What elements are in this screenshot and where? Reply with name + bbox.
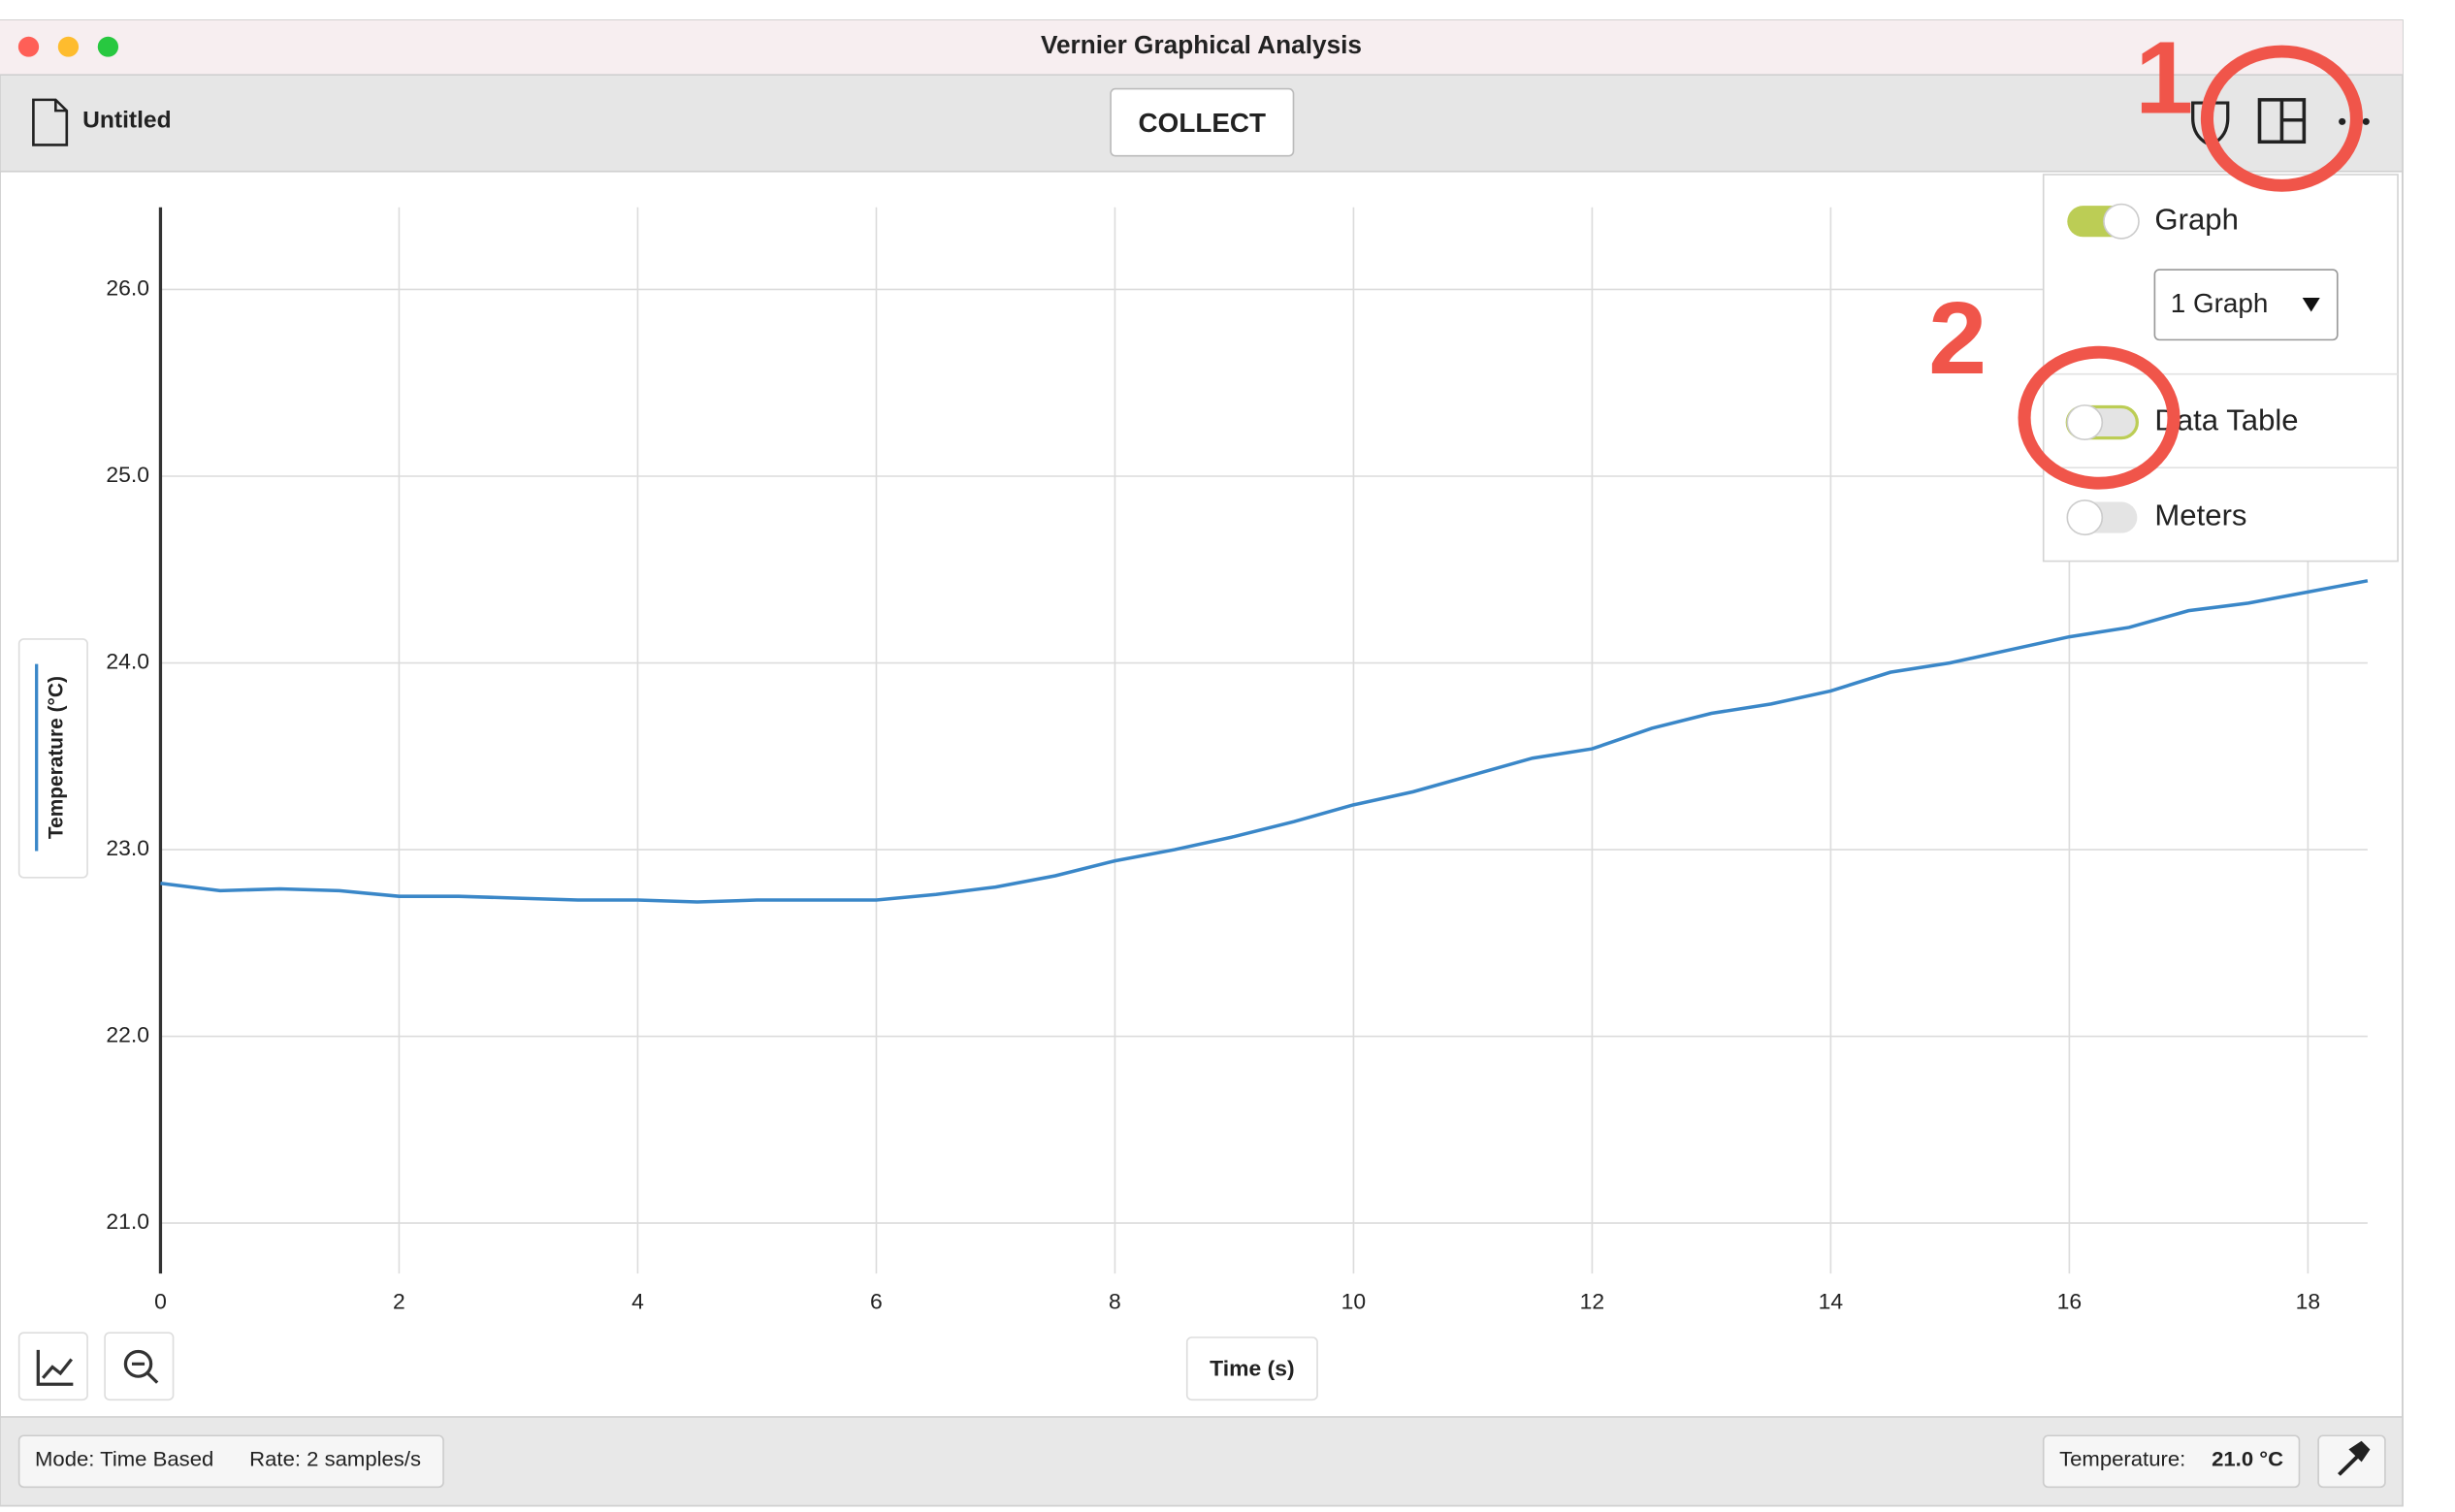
y-tick-label: 21.0: [106, 1208, 149, 1234]
graph-tools-icon: [36, 1349, 74, 1386]
collect-button-box[interactable]: [1110, 87, 1295, 157]
x-tick-label: 16: [2057, 1289, 2083, 1314]
y-tick-label: 24.0: [106, 649, 149, 674]
y-tick-label: 26.0: [106, 275, 149, 301]
x-tick-label: 18: [2296, 1289, 2321, 1314]
collect-button[interactable]: COLLECT: [1139, 108, 1267, 138]
zoom-tools-button[interactable]: [104, 1332, 175, 1401]
menu-item-label: Graph: [2154, 203, 2239, 237]
sensor-box[interactable]: [2042, 1434, 2301, 1489]
x-tick-label: 2: [393, 1289, 405, 1314]
zoom-icon: [123, 1349, 153, 1378]
x-axis-label-box[interactable]: [1185, 1336, 1318, 1401]
window-title: Vernier Graphical Analysis: [1041, 30, 1362, 59]
zoom-button[interactable]: [97, 36, 119, 57]
annotation-number: 1: [2135, 19, 2193, 135]
graph-count-text: 1 Graph: [2171, 288, 2269, 318]
toggle-knob[interactable]: [2103, 203, 2140, 240]
y-tick-label: 22.0: [106, 1022, 149, 1047]
x-tick-label: 8: [1109, 1289, 1121, 1314]
close-button[interactable]: [17, 36, 40, 57]
sensor-value: 21.0 °C: [2212, 1447, 2283, 1471]
wrench-icon: [2338, 1440, 2371, 1476]
window: [0, 19, 2404, 1507]
x-tick-label: 10: [1341, 1289, 1367, 1314]
mode-text: Mode: Time Based: [35, 1447, 213, 1471]
view-menu: [2042, 174, 2399, 563]
minimize-button[interactable]: [57, 36, 80, 57]
graph-count-select[interactable]: [2153, 269, 2339, 341]
mode-box[interactable]: [17, 1434, 444, 1489]
x-tick-label: 12: [1580, 1289, 1605, 1314]
toggle-knob[interactable]: [2066, 499, 2104, 536]
more-dot[interactable]: [2339, 117, 2346, 125]
layout-icon-lines: [2279, 99, 2305, 143]
file-name[interactable]: Untitled: [82, 108, 171, 134]
toggle-knob[interactable]: [2066, 404, 2104, 441]
x-tick-label: 14: [1819, 1289, 1844, 1314]
annotation-number: 2: [1928, 280, 1987, 396]
y-tick-label: 23.0: [106, 835, 149, 860]
x-tick-label: 6: [870, 1289, 883, 1314]
data-line: [160, 579, 2369, 904]
chart: 21.0 22.0 23.0 24.0 25.0 26.0 0 2 4 6 8 10 12 14 16 18: [106, 207, 2369, 1314]
highlight-circle: [2200, 45, 2363, 192]
more-dot[interactable]: [2362, 117, 2370, 125]
x-axis-label: Time (s): [1210, 1356, 1294, 1381]
y-tick-label: 25.0: [106, 462, 149, 487]
rate-text: Rate: 2 samples/s: [249, 1447, 421, 1471]
select-arrow: [2302, 297, 2320, 312]
file-icon: [32, 98, 69, 146]
title-bar: [0, 19, 2403, 76]
x-tick-label: 0: [154, 1289, 167, 1314]
zoom-icon-lines: [131, 1362, 159, 1384]
x-tick-label: 4: [631, 1289, 644, 1314]
highlight-circle: [2018, 345, 2180, 490]
menu-item-label: Meters: [2154, 499, 2246, 532]
sensor-label: Temperature:: [2059, 1447, 2185, 1471]
y-axis-label: Temperature (°C): [45, 676, 67, 839]
